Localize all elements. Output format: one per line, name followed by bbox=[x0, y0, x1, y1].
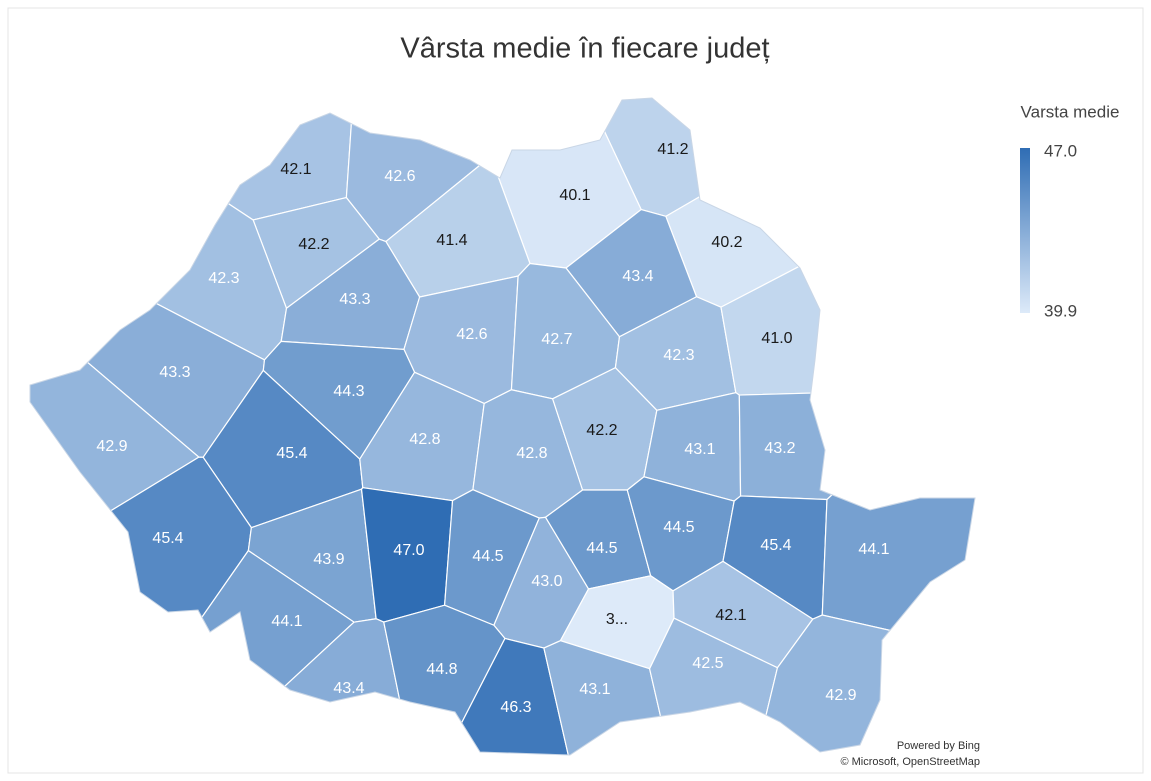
county-value-label: 40.2 bbox=[711, 234, 742, 251]
county-value-label: 42.1 bbox=[280, 161, 311, 178]
county-value-label: 42.9 bbox=[96, 438, 127, 455]
county-value-label: 41.0 bbox=[761, 330, 792, 347]
county-value-label: 42.7 bbox=[541, 331, 572, 348]
county-value-label: 47.0 bbox=[393, 542, 424, 559]
county-value-label: 40.1 bbox=[559, 187, 590, 204]
county-value-label: 44.8 bbox=[426, 661, 457, 678]
county-value-label: 46.3 bbox=[500, 699, 531, 716]
county-value-label: 42.3 bbox=[663, 347, 694, 364]
frame bbox=[7, 7, 1144, 774]
county-value-label: 43.0 bbox=[531, 573, 562, 590]
county-value-label: 43.1 bbox=[684, 441, 715, 458]
county-value-label: 42.6 bbox=[456, 326, 487, 343]
county-value-label: 45.4 bbox=[760, 537, 791, 554]
county-value-label: 42.8 bbox=[409, 431, 440, 448]
county bbox=[720, 98, 975, 396]
county-value-label: 44.5 bbox=[663, 519, 694, 536]
county-value-label: 43.9 bbox=[313, 551, 344, 568]
county-value-label: 43.3 bbox=[339, 291, 370, 308]
county-value-label: 43.4 bbox=[622, 268, 653, 285]
legend-title: Varsta medie bbox=[1021, 102, 1120, 121]
county-value-label: 42.9 bbox=[825, 687, 856, 704]
legend-gradient bbox=[1020, 148, 1030, 313]
county-value-label: 42.6 bbox=[384, 168, 415, 185]
county-value-label: 44.5 bbox=[472, 548, 503, 565]
county-value-label: 45.4 bbox=[276, 445, 307, 462]
county-value-label: 42.1 bbox=[715, 607, 746, 624]
attribution: Powered by Bing bbox=[897, 740, 980, 752]
county-value-label: 42.2 bbox=[586, 422, 617, 439]
map-title: Vârsta medie în fiecare județ bbox=[400, 33, 769, 65]
county-value-label: 41.4 bbox=[436, 232, 467, 249]
county-value-label: 41.2 bbox=[657, 141, 688, 158]
county-value-label: 44.3 bbox=[333, 383, 364, 400]
county-value-label: 3... bbox=[606, 611, 628, 628]
county-value-label: 44.5 bbox=[586, 540, 617, 557]
county-value-label: 43.1 bbox=[579, 681, 610, 698]
county-value-label: 43.4 bbox=[333, 680, 364, 697]
region-labels: 42.1 42.6 41.2 40.1 40.2 42.2 41.4 42.3 43.3 43.4… bbox=[96, 141, 889, 716]
county-value-label: 44.1 bbox=[271, 613, 302, 630]
county bbox=[821, 293, 975, 691]
county-value-label: 42.8 bbox=[516, 445, 547, 462]
county-value-label: 42.5 bbox=[692, 655, 723, 672]
country-outline bbox=[29, 97, 976, 756]
county-value-label: 45.4 bbox=[152, 530, 183, 547]
attribution: © Microsoft, OpenStreetMap bbox=[840, 756, 980, 768]
county-value-label: 42.3 bbox=[208, 270, 239, 287]
county-value-label: 42.2 bbox=[298, 236, 329, 253]
county bbox=[30, 98, 361, 221]
county-value-label: 43.2 bbox=[764, 440, 795, 457]
county-value-label: 43.3 bbox=[159, 364, 190, 381]
legend-max: 47.0 bbox=[1044, 141, 1077, 160]
legend-min: 39.9 bbox=[1044, 301, 1077, 320]
county-value-label: 44.1 bbox=[858, 541, 889, 558]
